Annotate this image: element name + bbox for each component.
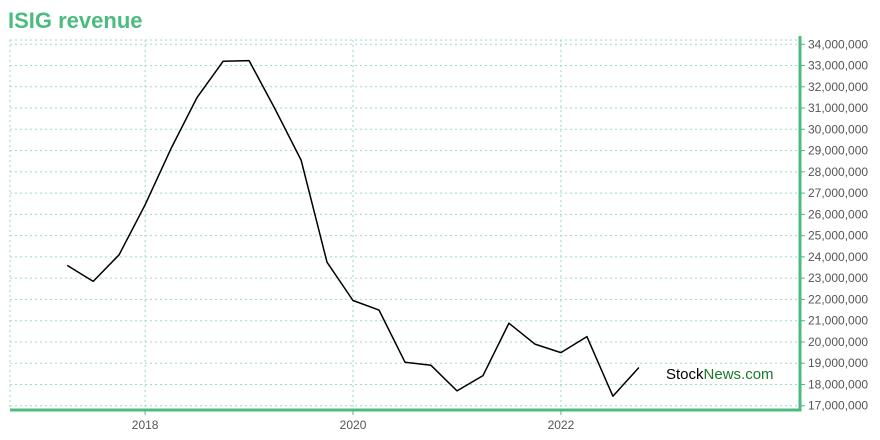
grid-layer xyxy=(9,39,800,410)
series-layer xyxy=(66,59,640,397)
watermark-stock: Stock xyxy=(666,366,704,383)
y-tick-label: 19,000,000 xyxy=(808,356,868,370)
x-tick-label: 2020 xyxy=(340,418,367,432)
y-tick-label: 18,000,000 xyxy=(808,377,868,391)
y-tick-label: 28,000,000 xyxy=(808,165,868,179)
y-tick-label: 23,000,000 xyxy=(808,271,868,285)
y-tick-label: 21,000,000 xyxy=(808,314,868,328)
y-tick-label: 27,000,000 xyxy=(808,186,868,200)
revenue-series-line xyxy=(66,59,640,397)
y-tick-label: 32,000,000 xyxy=(808,80,868,94)
watermark-news: News.com xyxy=(704,366,774,383)
y-tick-label: 24,000,000 xyxy=(808,250,868,264)
chart-title: ISIG revenue xyxy=(8,8,143,33)
y-tick-label: 17,000,000 xyxy=(808,399,868,413)
y-tick-label: 31,000,000 xyxy=(808,101,868,115)
watermark: StockNews.com xyxy=(666,366,774,383)
y-tick-label: 29,000,000 xyxy=(808,144,868,158)
axes-layer xyxy=(10,36,805,415)
y-tick-label: 26,000,000 xyxy=(808,207,868,221)
y-tick-label: 34,000,000 xyxy=(808,37,868,51)
y-tick-label: 33,000,000 xyxy=(808,59,868,73)
y-tick-label: 20,000,000 xyxy=(808,335,868,349)
x-tick-label: 2022 xyxy=(548,418,575,432)
y-tick-label: 22,000,000 xyxy=(808,292,868,306)
ticks-layer: 17,000,000 18,000,000 19,000,000 20,000,000… xyxy=(132,37,869,432)
x-tick-label: 2018 xyxy=(132,418,159,432)
y-tick-label: 30,000,000 xyxy=(808,122,868,136)
y-tick-label: 25,000,000 xyxy=(808,229,868,243)
